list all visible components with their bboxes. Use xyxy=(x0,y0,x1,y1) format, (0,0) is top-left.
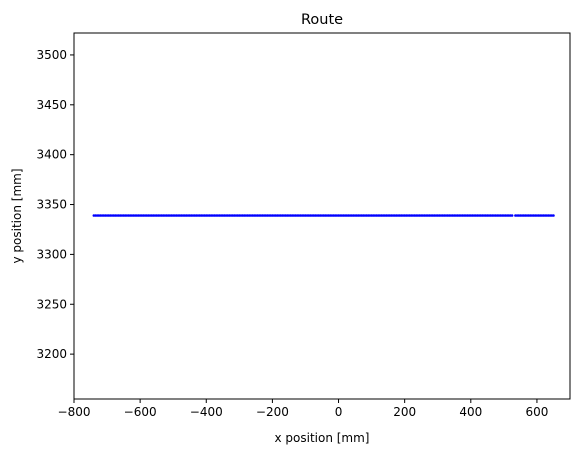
y-tick-label: 3450 xyxy=(36,98,67,112)
y-tick-label: 3350 xyxy=(36,198,67,212)
x-tick-label: 600 xyxy=(525,405,548,419)
x-tick-label: 400 xyxy=(459,405,482,419)
points-layer xyxy=(92,214,555,217)
data-point xyxy=(552,214,555,217)
y-tick-label: 3400 xyxy=(36,148,67,162)
y-tick-label: 3200 xyxy=(36,347,67,361)
y-ticks: 3200 3250 3300 3350 3400 3450 3500 xyxy=(36,48,74,361)
x-tick-label: 200 xyxy=(393,405,416,419)
data-point xyxy=(510,214,514,217)
y-axis-label: y position [mm] xyxy=(10,168,24,263)
y-tick-label: 3500 xyxy=(36,48,67,62)
x-tick-label: −400 xyxy=(190,405,223,419)
plot-frame xyxy=(73,32,571,400)
y-tick-label: 3250 xyxy=(36,297,67,311)
x-tick-label: 0 xyxy=(335,405,343,419)
x-ticks: −800 −600 −400 −200 0 200 400 600 xyxy=(58,399,548,419)
x-tick-label: −600 xyxy=(124,405,157,419)
x-tick-label: −200 xyxy=(256,405,289,419)
x-axis-label: x position [mm] xyxy=(274,431,369,445)
x-tick-label: −800 xyxy=(58,405,91,419)
y-tick-label: 3300 xyxy=(36,247,67,261)
chart-title: Route xyxy=(301,12,343,28)
